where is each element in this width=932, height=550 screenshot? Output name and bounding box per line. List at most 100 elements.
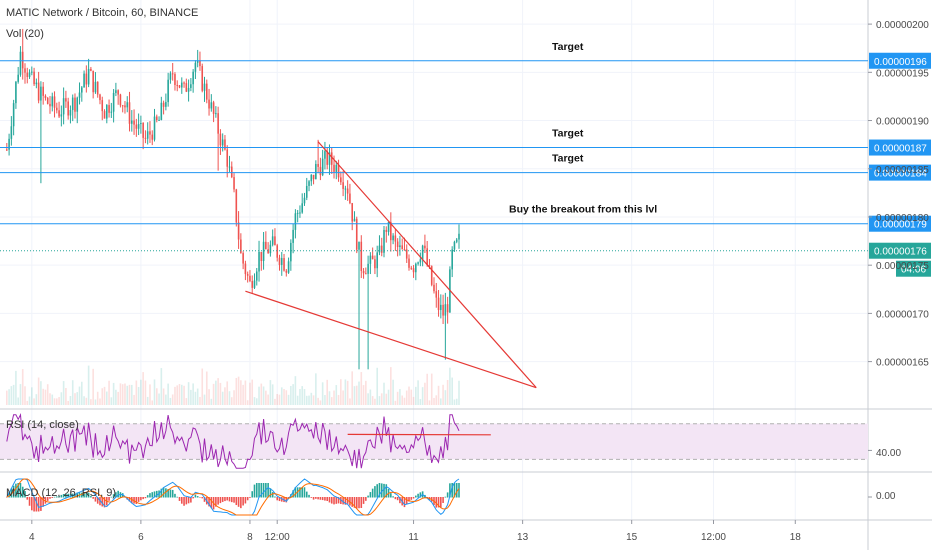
candle: [210, 94, 213, 112]
candle: [196, 49, 199, 68]
candle-body: [199, 60, 201, 67]
candle-body: [212, 102, 215, 114]
candle: [378, 235, 381, 256]
volume-bar: [53, 398, 56, 405]
macd-hist-bar: [244, 497, 247, 504]
trendlines: [245, 141, 537, 389]
macd-hist-bar: [183, 497, 185, 506]
candle-body: [433, 284, 435, 292]
candle-body: [135, 124, 138, 129]
volume-bar: [342, 390, 344, 405]
candle-body: [103, 111, 106, 119]
candle: [49, 96, 51, 114]
candle: [160, 96, 163, 121]
axes: 0.00000200 0.00000195 0.00000190 0.00000185…: [29, 20, 929, 543]
macd-hist-bar: [53, 496, 56, 498]
countdown-label: 04:06: [901, 265, 926, 276]
candle-body: [312, 174, 315, 180]
volume-bar: [192, 383, 194, 405]
candle-body: [333, 164, 335, 172]
volume-bar: [212, 383, 215, 405]
candle-body: [328, 152, 331, 165]
volume-bar: [226, 381, 229, 405]
candle: [271, 229, 274, 247]
candle: [203, 76, 206, 102]
volume-bar: [90, 399, 92, 405]
macd-hist-bar: [278, 497, 281, 502]
candle: [267, 242, 269, 254]
macd-hist-bar: [317, 497, 319, 500]
candle: [87, 58, 90, 88]
macd-hist-bar: [155, 490, 158, 498]
candle-body: [201, 66, 204, 91]
candle-body: [330, 152, 333, 165]
macd-hist-bar: [240, 497, 242, 509]
volume-bar: [278, 394, 281, 405]
candle-body: [383, 229, 385, 253]
volume-bar: [360, 372, 363, 405]
volume-bar: [69, 395, 72, 405]
macd-hist-bar: [285, 497, 288, 503]
candle-body: [367, 263, 369, 274]
volume-bar: [15, 370, 17, 405]
candle-body: [219, 133, 222, 146]
candle: [344, 185, 347, 200]
candle: [424, 234, 426, 253]
volume-bar: [337, 394, 340, 405]
candle-body: [215, 113, 217, 115]
candle-body: [430, 266, 433, 285]
macd-hist-bar: [255, 483, 258, 498]
candle: [40, 81, 42, 184]
candle-body: [285, 270, 288, 273]
volume-bar: [310, 392, 313, 405]
volume-bar: [210, 398, 213, 405]
volume-bar: [196, 388, 199, 405]
volume-bar: [65, 387, 67, 405]
candle-body: [31, 71, 33, 73]
candle: [46, 96, 49, 105]
candle: [328, 144, 331, 175]
macd-hist-bar: [351, 497, 353, 507]
volume-bar: [58, 397, 60, 405]
candle-body: [28, 72, 31, 77]
candle: [419, 252, 422, 267]
candle: [274, 228, 276, 246]
candle-body: [158, 119, 160, 121]
candle-body: [296, 212, 299, 214]
candle-body: [226, 149, 229, 167]
volume-bar: [153, 379, 156, 405]
candle-body: [419, 259, 422, 263]
candle-body: [17, 74, 19, 82]
macd-hist-bar: [294, 487, 297, 498]
candle-body: [337, 164, 340, 178]
candle: [246, 271, 249, 283]
volume-bar: [242, 384, 244, 405]
macd-hist-bar: [196, 496, 199, 498]
volume-bar: [276, 394, 279, 405]
candle: [269, 240, 272, 257]
volume-bar: [251, 379, 254, 405]
candle-body: [128, 102, 131, 124]
candle: [303, 192, 306, 206]
candle-body: [53, 96, 56, 108]
volume-bar: [351, 371, 353, 405]
macd-hist-bar: [92, 497, 94, 499]
volume-bar: [362, 385, 365, 405]
candle: [65, 90, 67, 108]
volume-bar: [237, 376, 240, 405]
candle: [335, 160, 338, 180]
level-price-label: 0.00000187: [874, 144, 927, 155]
macd-hist-bar: [280, 497, 283, 502]
horizontal-levels: 0.00000196Target0.00000187Target0.000001…: [0, 41, 931, 277]
candle-body: [130, 120, 133, 124]
macd-hist-bar: [62, 494, 65, 498]
candle: [408, 254, 410, 271]
volume-bar: [344, 379, 347, 405]
candle-body: [37, 82, 40, 101]
volume-bar: [430, 373, 433, 405]
macd-hist-bar: [410, 497, 413, 500]
volume-bar: [17, 397, 19, 405]
candle: [205, 79, 208, 104]
macd-hist-bar: [258, 483, 260, 498]
